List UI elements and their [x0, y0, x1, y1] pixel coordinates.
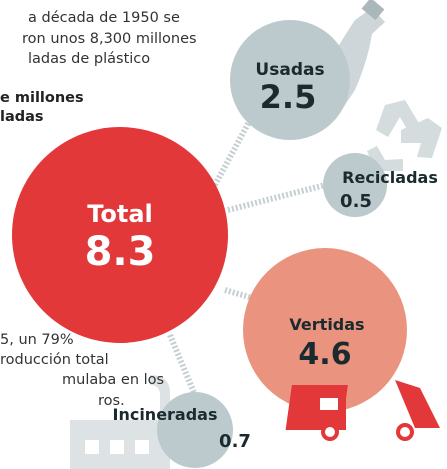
- connector: [167, 333, 198, 397]
- unit-line: ladas: [0, 109, 44, 125]
- node-value: 0.7: [219, 431, 251, 452]
- connector: [212, 118, 253, 187]
- node-value: 2.5: [260, 78, 317, 116]
- node-label: Recicladas: [342, 168, 438, 187]
- connector: [227, 182, 326, 213]
- note-line: 5, un 79%: [0, 332, 74, 348]
- note-line: ros.: [98, 393, 125, 409]
- truck-icon: [285, 380, 440, 430]
- node-label: Usadas: [255, 60, 324, 80]
- node-label: Incineradas: [112, 405, 217, 424]
- node-value: 4.6: [298, 337, 351, 372]
- node-circle: [230, 20, 350, 140]
- recycle-icon: [367, 100, 442, 171]
- node-circle: [323, 153, 387, 217]
- truck-window: [320, 398, 338, 410]
- intro-line: ron unos 8,300 millones: [22, 31, 197, 47]
- node-label: Vertidas: [289, 315, 364, 334]
- node-value: 0.5: [340, 191, 372, 212]
- node-label: Total: [87, 200, 153, 228]
- node-value: 8.3: [85, 229, 156, 275]
- note-line: roducción total: [0, 352, 109, 368]
- unit-line: e millones: [0, 90, 84, 106]
- intro-line: ladas de plástico: [28, 51, 150, 67]
- node-circle: [12, 127, 228, 343]
- intro-line: a década de 1950 se: [28, 10, 180, 26]
- node-circle: [157, 392, 233, 468]
- note-line: mulaba en los: [62, 372, 164, 388]
- node-circle: [243, 248, 407, 412]
